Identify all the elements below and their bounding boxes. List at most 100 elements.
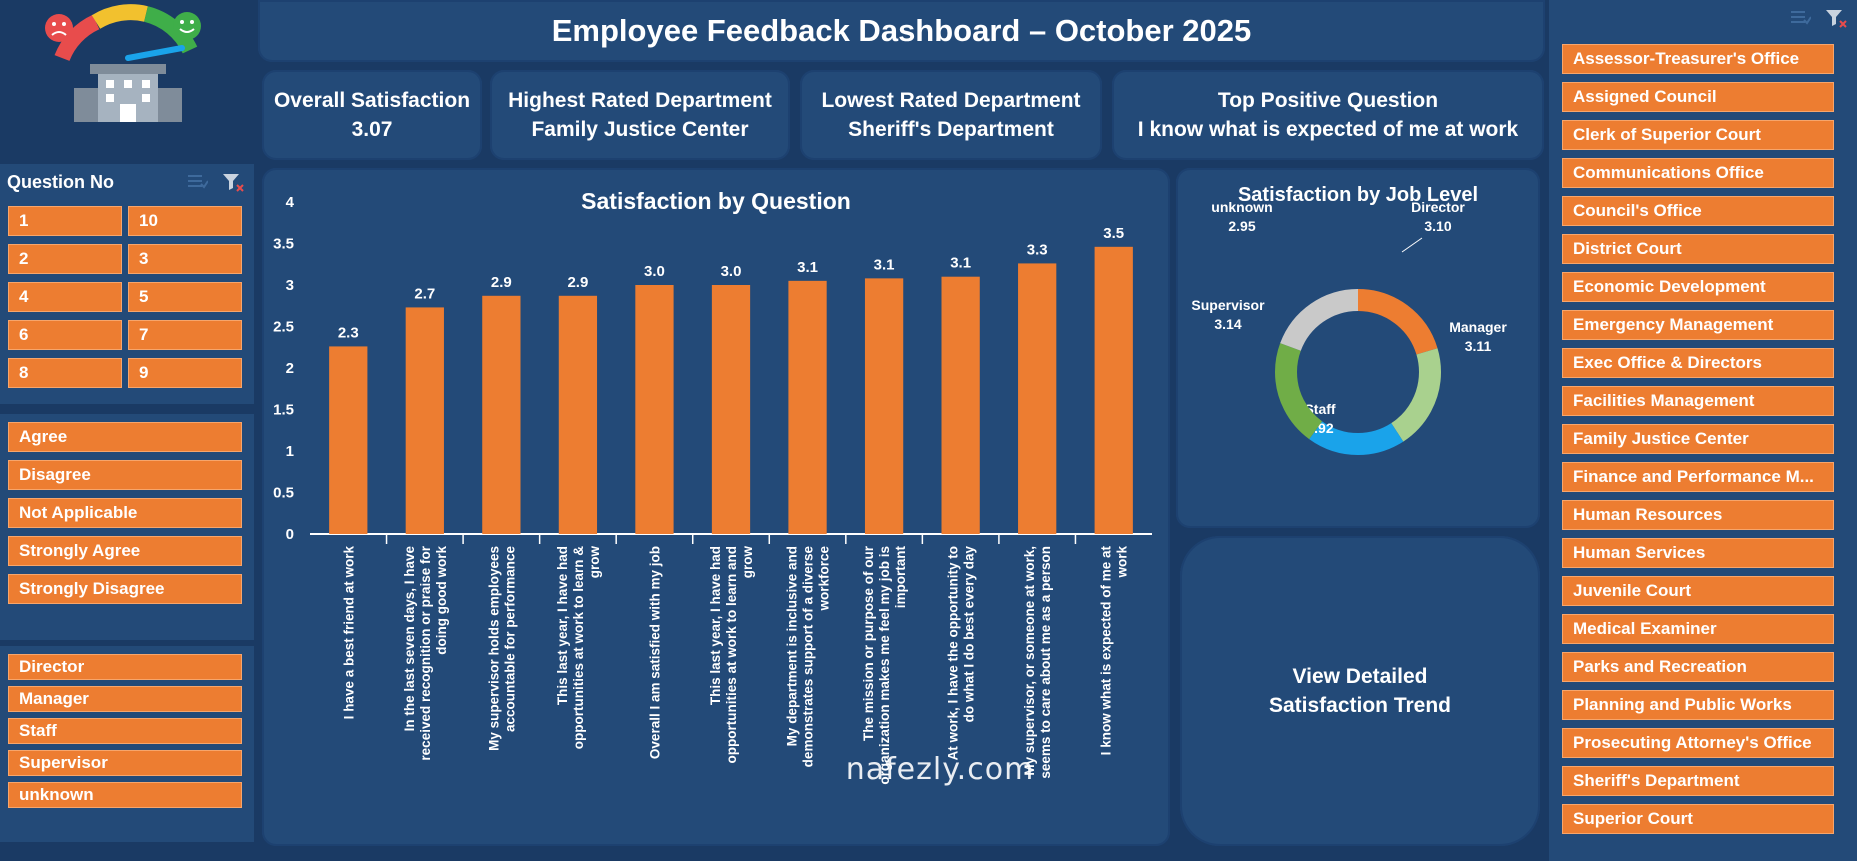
bar[interactable] — [711, 285, 751, 534]
y-tick-label: 4 — [286, 194, 295, 211]
kpi-value: I know what is expected of me at work — [1137, 118, 1519, 141]
question-option[interactable]: 8 — [8, 358, 122, 388]
bar-chart-svg: 0 0.5 1 1.5 2 2.5 3 3.5 4 2.3 I have a best friend… — [273, 194, 1152, 785]
donut-slice[interactable] — [1275, 289, 1441, 455]
x-category-label: My supervisor holds employeesaccountable… — [486, 546, 517, 751]
bar[interactable] — [1094, 246, 1133, 534]
department-option[interactable]: Council's Office — [1562, 196, 1834, 226]
question-option[interactable]: 7 — [128, 320, 242, 350]
department-option[interactable]: Superior Court — [1562, 804, 1834, 834]
department-option[interactable]: Assigned Council — [1562, 82, 1834, 112]
kpi-label: Lowest Rated Department — [821, 89, 1081, 112]
response-slicer: Agree Disagree Not Applicable Strongly A… — [0, 414, 254, 640]
job-level-option[interactable]: unknown — [8, 782, 242, 808]
clear-filter-icon[interactable] — [222, 172, 244, 192]
department-option[interactable]: Communications Office — [1562, 158, 1834, 188]
bar[interactable] — [788, 280, 827, 534]
bar-value-label: 2.9 — [491, 274, 512, 291]
kpi-top-question: Top Positive Question I know what is exp… — [1112, 70, 1544, 160]
gauge-building-icon — [45, 4, 201, 122]
slicer-header: Question No — [0, 164, 254, 200]
bar[interactable] — [558, 295, 598, 534]
view-trend-button[interactable]: View Detailed Satisfaction Trend — [1180, 536, 1540, 846]
response-option[interactable]: Strongly Agree — [8, 536, 242, 566]
job-level-option[interactable]: Supervisor — [8, 750, 242, 776]
question-option[interactable]: 1 — [8, 206, 122, 236]
y-tick-label: 0 — [286, 526, 294, 543]
department-option[interactable]: Assessor-Treasurer's Office — [1562, 44, 1834, 74]
x-category-label: This last year, I have hadopportunities … — [708, 546, 755, 764]
department-option[interactable]: Planning and Public Works — [1562, 690, 1834, 720]
bar-value-label: 2.9 — [567, 274, 588, 291]
slice-value-label: 3.14 — [1214, 316, 1241, 332]
bar-value-label: 3.1 — [950, 255, 971, 272]
bar[interactable] — [329, 346, 368, 534]
bar-value-label: 3.3 — [1027, 241, 1048, 258]
job-level-slicer: Director Manager Staff Supervisor unknow… — [0, 646, 254, 842]
department-option[interactable]: Medical Examiner — [1562, 614, 1834, 644]
kpi-label: Top Positive Question — [1217, 89, 1439, 112]
kpi-value: 3.07 — [351, 118, 393, 141]
question-slicer: Question No 1 10 2 3 4 5 6 7 8 9 — [0, 164, 254, 404]
department-option[interactable]: Prosecuting Attorney's Office — [1562, 728, 1834, 758]
question-option[interactable]: 4 — [8, 282, 122, 312]
x-category-label: At work, I have the opportunity todo wha… — [946, 546, 977, 761]
multi-select-icon[interactable] — [1789, 8, 1811, 26]
x-category-label: The mission or purpose of ourorganizatio… — [861, 545, 908, 784]
bar[interactable] — [482, 295, 521, 534]
donut-slice[interactable] — [1275, 289, 1441, 455]
department-option[interactable]: Finance and Performance M... — [1562, 462, 1834, 492]
job-level-option[interactable]: Director — [8, 654, 242, 680]
bar[interactable] — [864, 278, 904, 534]
x-category-label: Overall I am satisfied with my job — [647, 546, 662, 759]
bar[interactable] — [405, 307, 444, 534]
department-option[interactable]: Sheriff's Department — [1562, 766, 1834, 796]
satisfaction-by-question-chart: Satisfaction by Question 0 0.5 1 1.5 2 2.5 3 3.… — [262, 168, 1170, 846]
satisfaction-by-job-level-chart: Satisfaction by Job Level Director 3.10 Ma… — [1176, 168, 1540, 528]
watermark: nafezly.com — [845, 752, 1035, 787]
y-tick-label: 3.5 — [273, 236, 294, 253]
bar-value-label: 3.0 — [721, 263, 742, 280]
job-level-option[interactable]: Manager — [8, 686, 242, 712]
department-option[interactable]: Exec Office & Directors — [1562, 348, 1834, 378]
department-option[interactable]: Family Justice Center — [1562, 424, 1834, 454]
job-level-option[interactable]: Staff — [8, 718, 242, 744]
donut-slice[interactable] — [1275, 289, 1441, 455]
bar[interactable] — [635, 285, 674, 534]
response-option[interactable]: Disagree — [8, 460, 242, 490]
response-option[interactable]: Strongly Disagree — [8, 574, 242, 604]
question-option[interactable]: 6 — [8, 320, 122, 350]
slice-name-label: Manager — [1449, 319, 1507, 335]
response-option[interactable]: Not Applicable — [8, 498, 242, 528]
department-option[interactable]: Juvenile Court — [1562, 576, 1834, 606]
department-option[interactable]: Facilities Management — [1562, 386, 1834, 416]
donut-chart-svg: Director3.10Manager3.11Staff2.92Supervis… — [1191, 199, 1507, 455]
question-option[interactable]: 3 — [128, 244, 242, 274]
question-option[interactable]: 10 — [128, 206, 242, 236]
response-option[interactable]: Agree — [8, 422, 242, 452]
x-category-label: I have a best friend at work — [341, 546, 356, 720]
x-category-label: In the last seven days, I havereceived r… — [402, 545, 449, 760]
department-option[interactable]: Emergency Management — [1562, 310, 1834, 340]
question-option[interactable]: 2 — [8, 244, 122, 274]
slice-name-label: Supervisor — [1191, 297, 1265, 313]
x-category-label: My supervisor, or someone at work,seems … — [1022, 546, 1053, 779]
kpi-label: Highest Rated Department — [508, 89, 772, 112]
department-option[interactable]: Human Services — [1562, 538, 1834, 568]
x-category-label: This last year, I have hadopportunities … — [555, 546, 602, 750]
department-option[interactable]: Economic Development — [1562, 272, 1834, 302]
department-option[interactable]: Parks and Recreation — [1562, 652, 1834, 682]
question-option[interactable]: 9 — [128, 358, 242, 388]
clear-filter-icon[interactable] — [1825, 8, 1847, 28]
bar-value-label: 3.0 — [644, 263, 665, 280]
department-option[interactable]: District Court — [1562, 234, 1834, 264]
view-trend-label: View Detailed Satisfaction Trend — [1268, 665, 1452, 717]
department-option[interactable]: Clerk of Superior Court — [1562, 120, 1834, 150]
question-option[interactable]: 5 — [128, 282, 242, 312]
department-option[interactable]: Human Resources — [1562, 500, 1834, 530]
dashboard-logo — [0, 0, 258, 160]
donut-slice[interactable] — [1275, 289, 1441, 455]
bar[interactable] — [941, 276, 980, 534]
multi-select-icon[interactable] — [186, 172, 208, 190]
bar[interactable] — [1018, 263, 1057, 534]
